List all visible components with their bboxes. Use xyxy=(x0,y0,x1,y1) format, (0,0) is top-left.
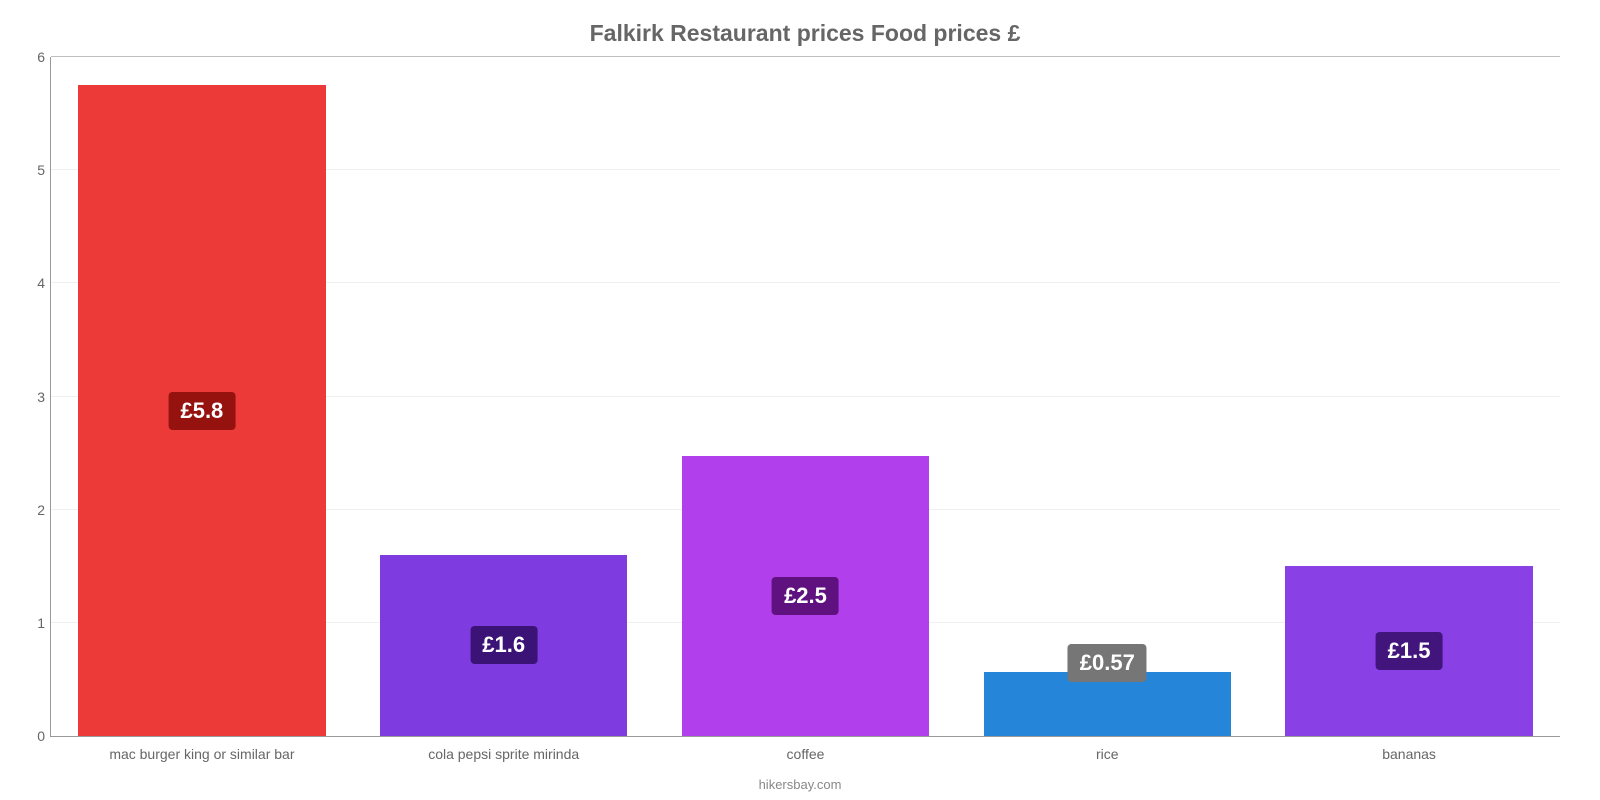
y-tick-label: 6 xyxy=(23,49,45,65)
x-tick-label: mac burger king or similar bar xyxy=(51,746,353,762)
bar: £0.57 xyxy=(984,672,1231,737)
bars-group: £5.8 £1.6 £2.5 £0.57 £1.5 xyxy=(51,57,1560,736)
bar: £5.8 xyxy=(78,85,325,736)
y-tick-label: 4 xyxy=(23,275,45,291)
y-tick-label: 1 xyxy=(23,615,45,631)
y-tick-label: 5 xyxy=(23,162,45,178)
value-label: £1.5 xyxy=(1376,632,1443,670)
value-label: £1.6 xyxy=(470,626,537,664)
value-label: £0.57 xyxy=(1068,644,1147,682)
y-tick-label: 3 xyxy=(23,389,45,405)
bar: £2.5 xyxy=(682,456,929,736)
plot-area: 0123456 £5.8£1.6£2.5£0.57£1.5 mac burger… xyxy=(50,57,1560,737)
x-tick-label: rice xyxy=(956,746,1258,762)
bar: £1.6 xyxy=(380,555,627,736)
bar-slot: £0.57 xyxy=(956,57,1258,736)
x-axis-labels: mac burger king or similar barcola pepsi… xyxy=(51,746,1560,762)
x-tick-label: cola pepsi sprite mirinda xyxy=(353,746,655,762)
value-label: £5.8 xyxy=(168,392,235,430)
x-tick-label: coffee xyxy=(655,746,957,762)
bar-slot: £2.5 xyxy=(655,57,957,736)
x-tick-label: bananas xyxy=(1258,746,1560,762)
y-tick-label: 2 xyxy=(23,502,45,518)
chart-title: Falkirk Restaurant prices Food prices £ xyxy=(50,20,1560,47)
bar-slot: £1.6 xyxy=(353,57,655,736)
bar-slot: £1.5 xyxy=(1258,57,1560,736)
bar: £1.5 xyxy=(1285,566,1532,736)
y-tick-label: 0 xyxy=(23,728,45,744)
chart-caption: hikersbay.com xyxy=(0,777,1600,792)
value-label: £2.5 xyxy=(772,577,839,615)
bar-slot: £5.8 xyxy=(51,57,353,736)
chart-container: Falkirk Restaurant prices Food prices £ … xyxy=(0,0,1600,800)
